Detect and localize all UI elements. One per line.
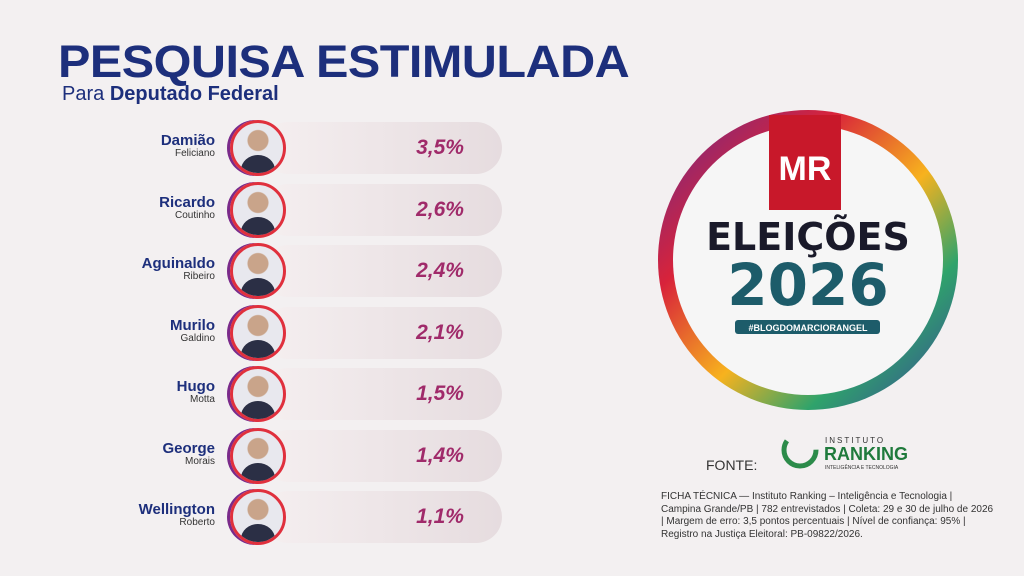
candidate-name: Ricardo Coutinho — [159, 195, 215, 221]
ficha-line: Campina Grande/PB | 782 entrevistados | … — [661, 503, 994, 515]
pill — [262, 491, 502, 543]
photo — [230, 304, 286, 361]
title: PESQUISA ESTIMULADA — [58, 36, 630, 87]
silhouette — [241, 401, 275, 419]
photo — [230, 427, 286, 484]
candidate-name: Wellington Roberto — [139, 502, 215, 528]
first-name: Murilo — [170, 316, 215, 334]
silhouette — [241, 462, 275, 481]
logo-line2: 2026 — [727, 251, 888, 319]
ficha-line: | Margem de erro: 3,5 pontos percentuais… — [661, 516, 966, 527]
hashtag: #BLOGDOMARCIORANGEL — [749, 323, 869, 333]
percentage: 1,5% — [416, 382, 464, 405]
pill — [262, 429, 502, 482]
brand: MR — [779, 150, 832, 188]
ficha-line: FICHA TÉCNICA — Instituto Ranking – Inte… — [661, 491, 953, 502]
silhouette — [241, 155, 275, 173]
percentage: 1,1% — [416, 505, 464, 528]
last-name: Morais — [184, 455, 215, 467]
hashtag-box — [735, 320, 880, 334]
candidate-name: Aguinaldo Ribeiro — [142, 256, 215, 282]
pill — [262, 245, 502, 297]
first-name: Aguinaldo — [141, 255, 215, 272]
candidate-name: Murilo Galdino — [170, 318, 215, 344]
ficha-line: Registro na Justiça Eleitoral: PB-09822/… — [661, 528, 863, 540]
institute-sub: INTELIGÊNCIA E TECNOLOGIA — [825, 463, 899, 471]
percentage: 2,6% — [416, 197, 464, 221]
percentage: 2,4% — [416, 259, 464, 282]
first-name: Ricardo — [159, 193, 215, 211]
pill — [262, 306, 502, 359]
photo — [230, 181, 286, 238]
pill — [262, 368, 502, 420]
institute-top: INSTITUTO — [825, 436, 885, 445]
subtitle-prefix: Para — [62, 83, 105, 105]
pill — [262, 183, 502, 236]
percentage: 3,5% — [416, 136, 464, 159]
ficha-tecnica: FICHA TÉCNICA — Instituto Ranking – Inte… — [661, 491, 993, 541]
photo — [230, 243, 286, 299]
last-name: Ribeiro — [183, 271, 215, 282]
subtitle: Para Deputado Federal — [62, 83, 279, 106]
photo — [230, 489, 286, 545]
institute-logo: INSTITUTO RANKING INTELIGÊNCIA E TECNOLO… — [781, 431, 908, 471]
first-name: George — [162, 439, 215, 457]
subtitle-office: Deputado Federal — [109, 83, 279, 105]
first-name: Wellington — [138, 501, 215, 518]
silhouette — [241, 216, 275, 235]
last-name: Galdino — [180, 332, 215, 344]
first-name: Damião — [160, 132, 215, 149]
first-name: Hugo — [176, 378, 215, 395]
brand-box — [769, 115, 841, 210]
pill — [262, 122, 502, 174]
photo — [230, 366, 286, 422]
logo-line1: ELEIÇÕES — [706, 215, 910, 259]
silhouette — [241, 524, 275, 542]
silhouette — [241, 339, 275, 358]
institute-name: RANKING — [824, 444, 908, 464]
last-name: Roberto — [179, 517, 215, 528]
percentage: 1,4% — [416, 443, 464, 467]
last-name: Motta — [189, 394, 215, 405]
photo — [230, 120, 286, 176]
source-label: FONTE: — [706, 457, 758, 473]
silhouette — [241, 278, 275, 296]
last-name: Feliciano — [174, 148, 215, 159]
candidate-name: George Morais — [162, 441, 215, 467]
candidate-name: Damião Feliciano — [161, 133, 215, 159]
last-name: Coutinho — [174, 209, 215, 221]
candidate-name: Hugo Motta — [177, 379, 215, 405]
institute-icon — [781, 431, 819, 469]
percentage: 2,1% — [416, 320, 464, 344]
logo: MR ELEIÇÕES 2026 #BLOGDOMARCIORANGEL — [658, 110, 958, 410]
